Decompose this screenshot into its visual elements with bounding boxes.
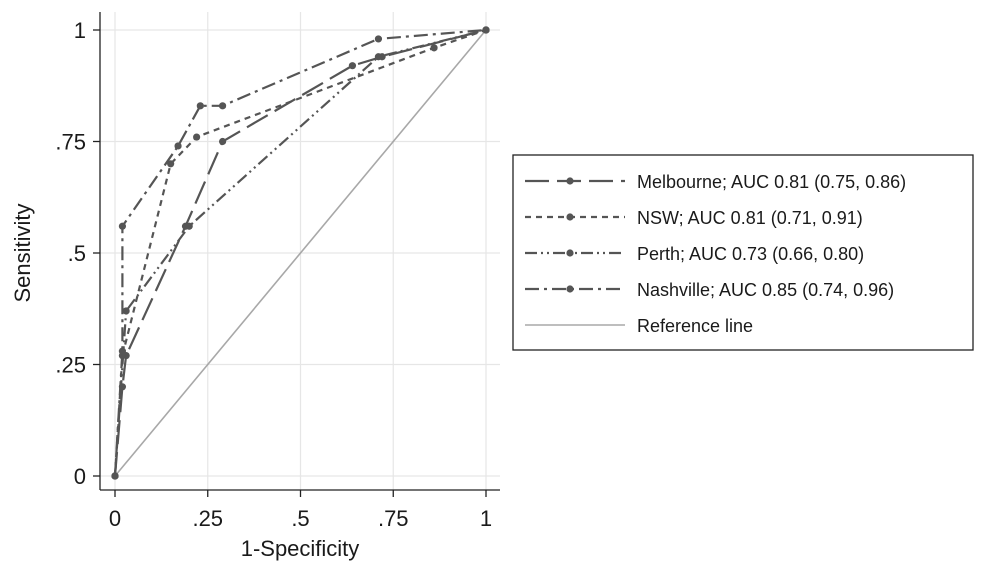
legend-label-melbourne: Melbourne; AUC 0.81 (0.75, 0.86) — [637, 172, 906, 192]
y-tick-label: 1 — [74, 18, 86, 43]
series-line-reference-line — [114, 29, 487, 477]
series-layer — [111, 26, 490, 480]
data-point-nashville — [118, 347, 127, 355]
y-tick-label: .75 — [55, 130, 86, 155]
data-point-nsw — [193, 133, 201, 141]
legend-label-reference-line: Reference line — [637, 316, 753, 336]
data-point-perth — [374, 53, 383, 61]
data-point-nsw — [430, 44, 438, 52]
data-point-perth — [122, 307, 130, 315]
series-line-perth — [113, 28, 487, 477]
legend-marker-perth — [566, 249, 574, 257]
data-point-nashville — [196, 102, 204, 110]
data-point-melbourne — [218, 137, 227, 146]
data-point-melbourne — [348, 62, 357, 70]
x-tick-label: .25 — [192, 506, 223, 531]
legend: Melbourne; AUC 0.81 (0.75, 0.86) NSW; AUC… — [512, 154, 974, 351]
data-point-nashville — [118, 222, 127, 230]
data-point-nashville — [174, 142, 182, 150]
data-point-nashville — [482, 26, 490, 34]
legend-label-nsw: NSW; AUC 0.81 (0.71, 0.91) — [637, 208, 863, 228]
legend-label-perth: Perth; AUC 0.73 (0.66, 0.80) — [637, 244, 864, 264]
x-tick-label: 1 — [480, 506, 492, 531]
y-axis-title: Sensitivity — [10, 203, 35, 302]
legend-marker-nsw — [566, 213, 574, 221]
data-point-nashville — [218, 102, 227, 110]
series-line-nashville — [113, 28, 487, 477]
legend-marker-nashville — [566, 285, 574, 293]
data-point-perth — [185, 222, 193, 230]
x-tick-label: 0 — [109, 506, 121, 531]
data-point-nashville — [374, 35, 383, 43]
data-point-nsw — [167, 160, 175, 168]
data-point-nashville — [111, 472, 119, 480]
x-axis-title: 1-Specificity — [241, 536, 360, 561]
legend-marker-melbourne — [566, 177, 574, 185]
x-tick-label: .75 — [378, 506, 409, 531]
y-tick-label: .5 — [68, 241, 86, 266]
grid-lines — [100, 12, 500, 490]
y-tick-label: .25 — [55, 353, 86, 378]
x-tick-label: .5 — [291, 506, 309, 531]
legend-label-nashville: Nashville; AUC 0.85 (0.74, 0.96) — [637, 280, 894, 300]
y-tick-label: 0 — [74, 464, 86, 489]
axes: 0 .25 .5 .75 1 0 .25 .5 .75 1 — [55, 12, 500, 531]
